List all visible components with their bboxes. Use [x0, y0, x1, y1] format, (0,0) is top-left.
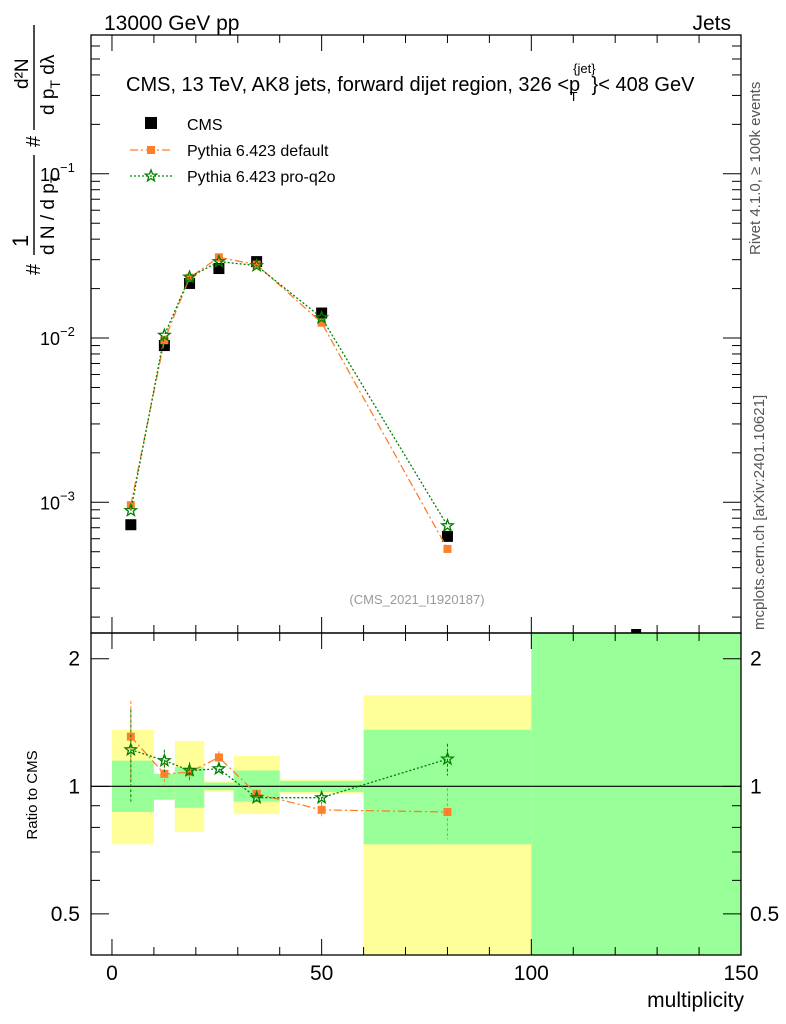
ratio-ytick-label-right-0.5: 0.5 [750, 903, 779, 926]
legend: CMS Pythia 6.423 default Pythia 6.423 pr… [130, 117, 336, 186]
legend-default-marker [147, 146, 155, 154]
cms-data-point-3 [213, 263, 225, 275]
x-tick-label-150: 150 [723, 962, 758, 985]
main-ytick-label-0: 10−1 [40, 160, 75, 185]
ylabel-dn-sub: T [47, 174, 63, 183]
cms-data-point-2 [184, 277, 196, 289]
cms-data-point-6 [441, 530, 453, 542]
ylabel-dn-text: d N / d p [38, 183, 59, 255]
rivet-version-label: Rivet 4.1.0, ≥ 100k events [747, 82, 764, 255]
ratio-band-inner-6 [363, 729, 532, 845]
main-series [123, 253, 642, 633]
ylabel-num: d²N [12, 58, 33, 89]
ylabel-one: 1 [8, 235, 33, 247]
cms-data-point-0 [125, 519, 137, 531]
main-point-series-0-6 [443, 544, 452, 553]
ratio-ytick-label-right-1: 1 [750, 775, 762, 798]
main-point-series-1-4 [249, 257, 265, 273]
main-line-series-1 [130, 260, 449, 527]
ylabel-hash-2: # [23, 135, 45, 147]
analysis-watermark: (CMS_2021_I1920187) [349, 592, 484, 607]
mcplots-label: mcplots.cern.ch [arXiv:2401.10621] [751, 395, 768, 630]
title-main: CMS, 13 TeV, AK8 jets, forward dijet reg… [126, 74, 580, 96]
legend-default-label: Pythia 6.423 default [187, 143, 329, 160]
ratio-point-series-1-5 [314, 789, 330, 805]
ylabel-den: d pT dλ [38, 54, 63, 115]
title-sub: T [570, 89, 578, 104]
main-ytick-label-2: 10−3 [40, 488, 75, 513]
x-tick-label-50: 50 [310, 962, 333, 985]
ratio-point-series-1-3 [211, 760, 227, 776]
ratio-point-series-0-1 [160, 769, 169, 778]
cms-data-point-7 [631, 629, 642, 633]
title-sup: {jet} [573, 61, 596, 76]
ratio-point-series-0-6 [443, 807, 452, 816]
ratio-ylabel: Ratio to CMS [24, 750, 41, 839]
axis-ticks: 0 50 100 150 10−1 10−2 10−3 0.5 0.5 1 1 2 2 [40, 35, 779, 985]
main-point-series-1-2 [181, 269, 198, 284]
header-right: Jets [692, 12, 731, 35]
ylabel-hash: # [23, 263, 45, 275]
ratio-point-series-1-2 [181, 762, 198, 777]
chart-title: CMS, 13 TeV, AK8 jets, forward dijet reg… [126, 61, 695, 104]
ylabel-den-end: dλ [38, 54, 59, 80]
main-point-series-1-5 [314, 309, 330, 325]
plot-frames [90, 34, 742, 956]
main-ytick-label-1: 10−2 [40, 324, 75, 349]
cms-data-point-1 [158, 340, 170, 352]
ratio-ytick-label-left-2: 2 [68, 648, 80, 671]
x-tick-label-0: 0 [106, 962, 118, 985]
main-point-series-1-0 [123, 502, 139, 517]
main-point-series-0-1 [160, 336, 169, 345]
ratio-series [91, 700, 741, 840]
ylabel-dn: d N / d pT [38, 174, 63, 255]
main-point-series-1-3 [211, 253, 227, 269]
main-point-series-1-1 [156, 327, 172, 342]
x-tick-label-100: 100 [514, 962, 549, 985]
main-line-series-0 [130, 256, 449, 550]
ylabel-den-sub: T [47, 80, 63, 89]
ratio-point-series-0-3 [214, 753, 223, 762]
legend-cms-label: CMS [187, 117, 223, 134]
main-point-series-0-4 [252, 260, 261, 269]
ratio-point-series-1-6 [439, 751, 456, 766]
ratio-ytick-label-left-0.5: 0.5 [51, 903, 80, 926]
title-end: }< 408 GeV [592, 74, 696, 96]
ratio-frame [90, 632, 742, 956]
ylabel-den-text: d p [38, 89, 59, 115]
ratio-point-series-1-0 [123, 741, 139, 757]
x-axis-label: multiplicity [647, 989, 744, 1012]
legend-proq2o-label: Pythia 6.423 pro-q2o [187, 169, 336, 186]
ratio-point-series-1-4 [249, 789, 265, 805]
main-ylabel: # 1 d N / d pT # d²N d pT dλ [8, 25, 63, 275]
ratio-point-series-1-1 [156, 752, 172, 768]
legend-proq2o-marker [143, 168, 159, 183]
main-point-series-0-5 [317, 318, 326, 327]
legend-cms-marker [145, 117, 157, 129]
ratio-band-inner-7 [531, 633, 741, 955]
header-left: 13000 GeV pp [104, 12, 239, 35]
ratio-point-series-0-2 [185, 768, 194, 777]
ratio-ytick-label-right-2: 2 [750, 648, 762, 671]
ratio-bands [111, 633, 741, 955]
ratio-point-series-0-5 [317, 805, 326, 814]
ratio-ytick-label-left-1: 1 [68, 775, 80, 798]
main-point-series-1-6 [439, 517, 456, 533]
